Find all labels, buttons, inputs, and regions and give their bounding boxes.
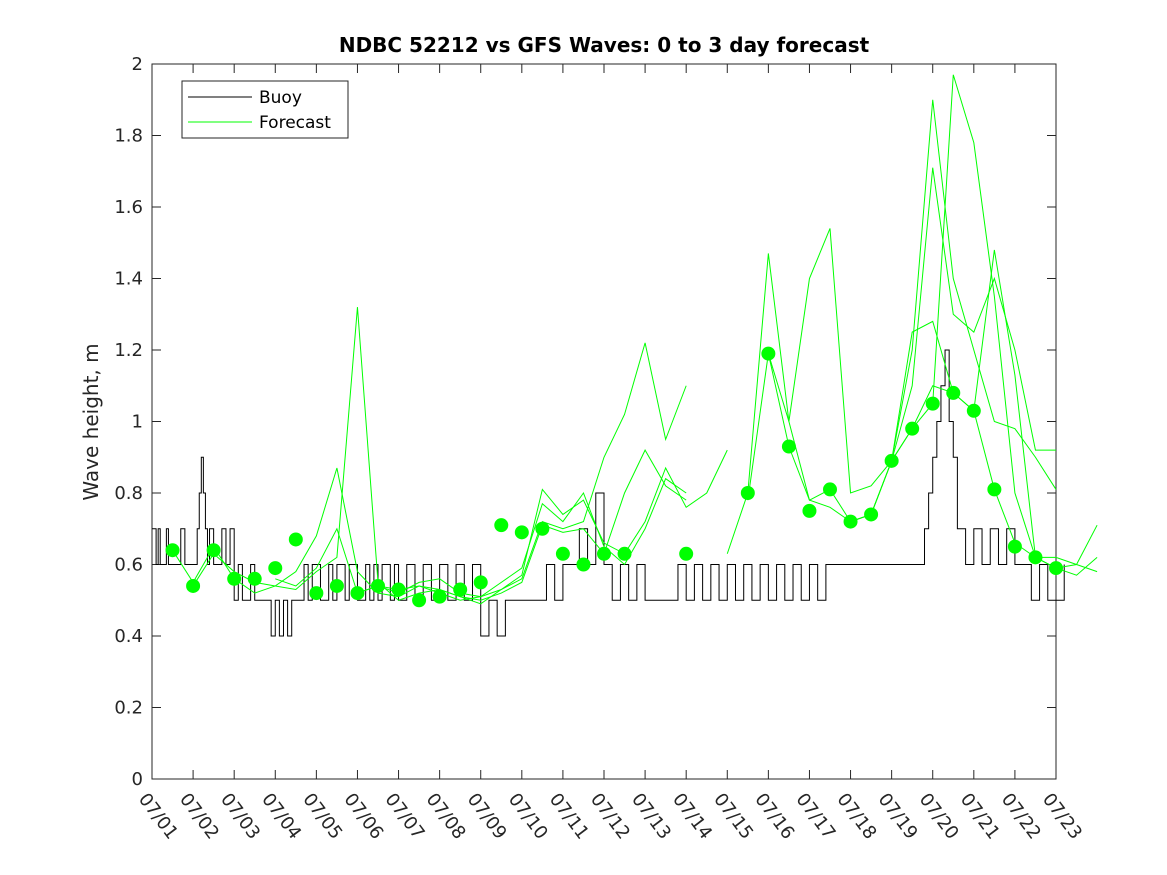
forecast-point: [329, 578, 344, 593]
forecast-point: [309, 586, 324, 601]
forecast-point: [925, 396, 940, 411]
y-tick-label: 2: [132, 54, 143, 75]
forecast-point: [494, 518, 509, 533]
forecast-point: [946, 385, 961, 400]
forecast-point: [597, 546, 611, 561]
forecast-point: [802, 503, 817, 518]
series-forecast-line: [172, 467, 687, 601]
y-tick-label: 1.6: [114, 197, 143, 218]
forecast-point: [1049, 561, 1063, 576]
forecast-point: [884, 453, 899, 468]
forecast-point: [864, 507, 879, 522]
y-tick-label: 0: [132, 769, 143, 790]
forecast-point: [206, 543, 221, 558]
forecast-point: [165, 543, 180, 558]
forecast-point: [781, 439, 796, 454]
y-tick-label: 0.2: [114, 698, 143, 719]
forecast-point: [823, 482, 837, 497]
forecast-point: [371, 578, 385, 593]
forecast-point: [679, 546, 694, 561]
forecast-point: [1028, 550, 1043, 565]
forecast-point: [1007, 539, 1022, 554]
forecast-point: [247, 571, 262, 586]
series-forecast-line: [275, 342, 687, 598]
forecast-point: [350, 586, 365, 601]
y-tick-label: 1.4: [114, 269, 143, 290]
forecast-point: [288, 532, 303, 547]
forecast-point: [453, 582, 468, 597]
forecast-point: [268, 561, 283, 576]
forecast-point: [473, 575, 488, 590]
forecast-point: [905, 421, 920, 436]
legend: Buoy Forecast: [181, 80, 349, 139]
forecast-point: [535, 521, 550, 536]
y-tick-label: 1.2: [114, 340, 143, 361]
y-tick-label: 0.6: [114, 555, 143, 576]
forecast-point: [555, 546, 570, 561]
y-axis-label: Wave height, m: [79, 343, 103, 500]
forecast-point: [391, 582, 406, 597]
legend-box: [181, 80, 349, 139]
forecast-point: [432, 589, 447, 604]
y-tick-label: 0.8: [114, 483, 143, 504]
series-forecast-line: [357, 449, 687, 601]
forecast-point: [740, 486, 755, 500]
legend-forecast-label: Forecast: [259, 113, 331, 133]
y-tick-label: 1: [132, 412, 143, 433]
y-tick-label: 1.8: [114, 126, 143, 147]
legend-buoy-label: Buoy: [259, 88, 302, 108]
y-tick-label: 0.4: [114, 626, 143, 647]
forecast-point: [227, 571, 242, 586]
forecast-point: [186, 578, 201, 593]
forecast-point: [514, 525, 529, 540]
chart-title: NDBC 52212 vs GFS Waves: 0 to 3 day fore…: [339, 33, 870, 57]
forecast-point: [617, 546, 632, 561]
forecast-point: [966, 403, 981, 418]
forecast-point: [987, 482, 1002, 497]
forecast-point: [412, 593, 427, 608]
forecast-point: [761, 346, 776, 361]
forecast-point: [843, 514, 858, 529]
forecast-point: [576, 557, 591, 572]
